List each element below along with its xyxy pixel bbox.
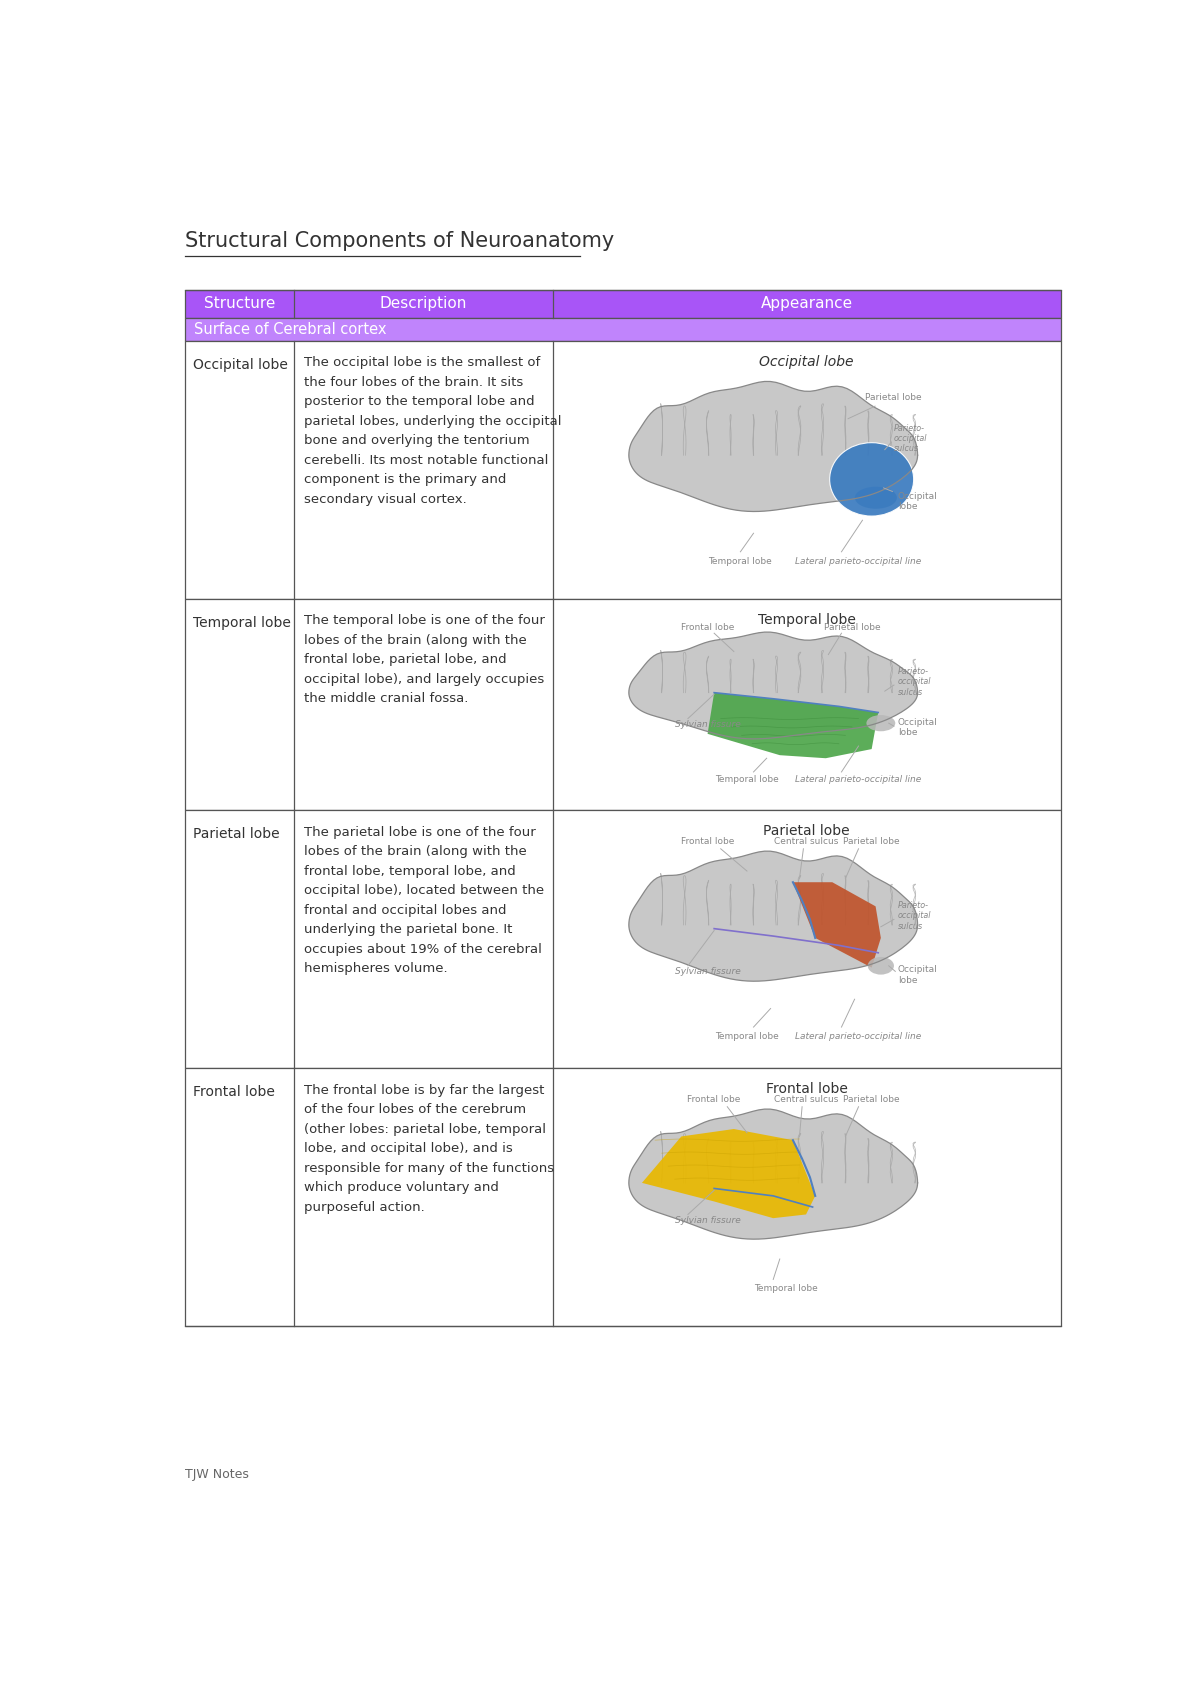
Text: The temporal lobe is one of the four
lobes of the brain (along with the
frontal : The temporal lobe is one of the four lob… (304, 614, 545, 704)
Text: Parieto-
occipital
sulcus: Parieto- occipital sulcus (894, 424, 928, 453)
Text: Occipital
lobe: Occipital lobe (883, 487, 937, 511)
Text: Temporal lobe: Temporal lobe (715, 1032, 779, 1040)
Text: Frontal lobe: Frontal lobe (766, 1083, 847, 1096)
Text: Parietal lobe: Parietal lobe (763, 825, 850, 838)
Text: Parieto-
occipital
sulcus: Parieto- occipital sulcus (898, 901, 931, 930)
Text: Structure: Structure (204, 297, 275, 311)
Polygon shape (629, 852, 918, 981)
Text: Structural Components of Neuroanatomy: Structural Components of Neuroanatomy (185, 231, 614, 251)
Text: Appearance: Appearance (761, 297, 853, 311)
Text: TJW Notes: TJW Notes (185, 1468, 248, 1481)
Text: Temporal lobe: Temporal lobe (193, 616, 290, 630)
Text: Parietal lobe: Parietal lobe (823, 623, 881, 631)
Text: Lateral parieto-occipital line: Lateral parieto-occipital line (796, 776, 922, 784)
Text: Occipital
lobe: Occipital lobe (898, 966, 937, 984)
Text: Parietal lobe: Parietal lobe (844, 837, 900, 845)
Text: The occipital lobe is the smallest of
the four lobes of the brain. It sits
poste: The occipital lobe is the smallest of th… (304, 356, 562, 506)
Text: Temporal lobe: Temporal lobe (757, 613, 856, 626)
Polygon shape (629, 1110, 918, 1239)
Text: Description: Description (380, 297, 467, 311)
Text: Central sulcus: Central sulcus (774, 1095, 839, 1103)
Text: Parieto-
occipital
sulcus: Parieto- occipital sulcus (898, 667, 931, 697)
Text: Lateral parieto-occipital line: Lateral parieto-occipital line (796, 557, 922, 565)
Text: Sylvian fissure: Sylvian fissure (674, 967, 740, 976)
Polygon shape (642, 1129, 815, 1218)
Ellipse shape (829, 443, 913, 516)
FancyBboxPatch shape (185, 341, 1061, 599)
Text: Occipital
lobe: Occipital lobe (898, 718, 937, 738)
Text: Temporal lobe: Temporal lobe (755, 1285, 818, 1293)
FancyBboxPatch shape (185, 317, 1061, 341)
Text: Frontal lobe: Frontal lobe (193, 1086, 275, 1100)
Text: Parietal lobe: Parietal lobe (844, 1095, 900, 1103)
Text: Parietal lobe: Parietal lobe (193, 828, 280, 842)
Text: The frontal lobe is by far the largest
of the four lobes of the cerebrum
(other : The frontal lobe is by far the largest o… (304, 1084, 553, 1213)
Text: Occipital lobe: Occipital lobe (193, 358, 288, 372)
Ellipse shape (854, 487, 896, 509)
Text: Sylvian fissure: Sylvian fissure (674, 720, 740, 730)
Text: Frontal lobe: Frontal lobe (688, 1095, 740, 1103)
Text: The parietal lobe is one of the four
lobes of the brain (along with the
frontal : The parietal lobe is one of the four lob… (304, 826, 544, 976)
Text: Temporal lobe: Temporal lobe (708, 557, 773, 565)
Polygon shape (708, 692, 878, 759)
Text: Surface of Cerebral cortex: Surface of Cerebral cortex (194, 322, 386, 336)
Text: Occipital lobe: Occipital lobe (760, 355, 854, 368)
Text: Sylvian fissure: Sylvian fissure (674, 1215, 740, 1225)
Text: Frontal lobe: Frontal lobe (680, 623, 734, 631)
Text: Temporal lobe: Temporal lobe (715, 776, 779, 784)
Ellipse shape (866, 714, 895, 731)
Ellipse shape (868, 957, 894, 974)
FancyBboxPatch shape (185, 599, 1061, 811)
FancyBboxPatch shape (185, 1069, 1061, 1327)
FancyBboxPatch shape (185, 290, 1061, 317)
Polygon shape (629, 631, 918, 738)
Text: Parietal lobe: Parietal lobe (848, 394, 922, 419)
FancyBboxPatch shape (185, 811, 1061, 1069)
Text: Frontal lobe: Frontal lobe (680, 837, 734, 845)
Polygon shape (629, 382, 918, 511)
Text: Central sulcus: Central sulcus (774, 837, 839, 845)
Text: Lateral parieto-occipital line: Lateral parieto-occipital line (796, 1032, 922, 1040)
Polygon shape (793, 882, 881, 967)
